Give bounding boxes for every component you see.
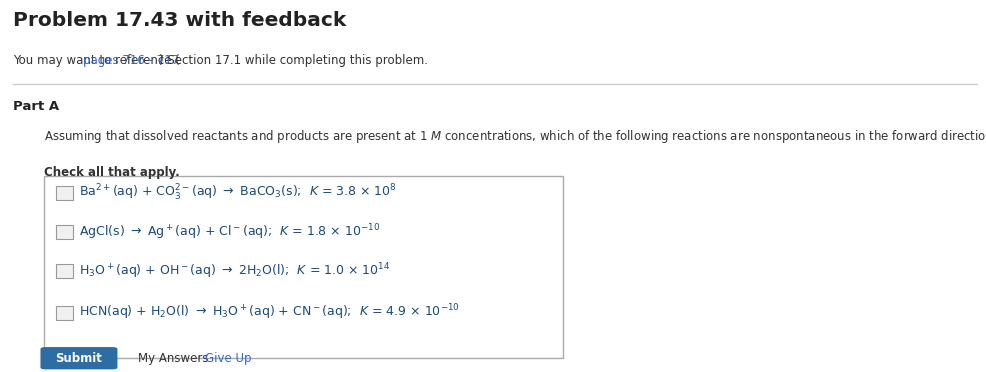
Text: H$_3$O$^+$(aq) + OH$^-$(aq) $\rightarrow$ 2H$_2$O(l);  $K$ = 1.0 $\times$ 10$^{1: H$_3$O$^+$(aq) + OH$^-$(aq) $\rightarrow… <box>79 261 390 280</box>
FancyBboxPatch shape <box>56 306 73 320</box>
Text: Submit: Submit <box>55 352 103 365</box>
Text: Give Up: Give Up <box>205 352 251 365</box>
Text: HCN(aq) + H$_2$O(l) $\rightarrow$ H$_3$O$^+$(aq) + CN$^-$(aq);  $K$ = 4.9 $\time: HCN(aq) + H$_2$O(l) $\rightarrow$ H$_3$O… <box>79 303 459 322</box>
Text: You may want to reference (: You may want to reference ( <box>13 54 179 67</box>
Text: My Answers: My Answers <box>138 352 208 365</box>
FancyBboxPatch shape <box>56 264 73 278</box>
FancyBboxPatch shape <box>40 347 117 369</box>
Text: Problem 17.43 with feedback: Problem 17.43 with feedback <box>13 11 346 30</box>
Text: Assuming that dissolved reactants and products are present at 1 $M$ concentratio: Assuming that dissolved reactants and pr… <box>44 128 986 145</box>
Text: Ba$^{2+}$(aq) + CO$_3^{2-}$(aq) $\rightarrow$ BaCO$_3$(s);  $K$ = 3.8 $\times$ 1: Ba$^{2+}$(aq) + CO$_3^{2-}$(aq) $\righta… <box>79 183 396 203</box>
Text: ) Section 17.1 while completing this problem.: ) Section 17.1 while completing this pro… <box>159 54 428 67</box>
Text: pages 716 - 717: pages 716 - 717 <box>83 54 179 67</box>
Text: Part A: Part A <box>13 100 59 113</box>
Text: AgCl(s) $\rightarrow$ Ag$^+$(aq) + Cl$^-$(aq);  $K$ = 1.8 $\times$ 10$^{-10}$: AgCl(s) $\rightarrow$ Ag$^+$(aq) + Cl$^-… <box>79 222 380 241</box>
FancyBboxPatch shape <box>56 186 73 200</box>
FancyBboxPatch shape <box>56 225 73 239</box>
Text: Check all that apply.: Check all that apply. <box>44 166 180 179</box>
FancyBboxPatch shape <box>44 176 562 358</box>
